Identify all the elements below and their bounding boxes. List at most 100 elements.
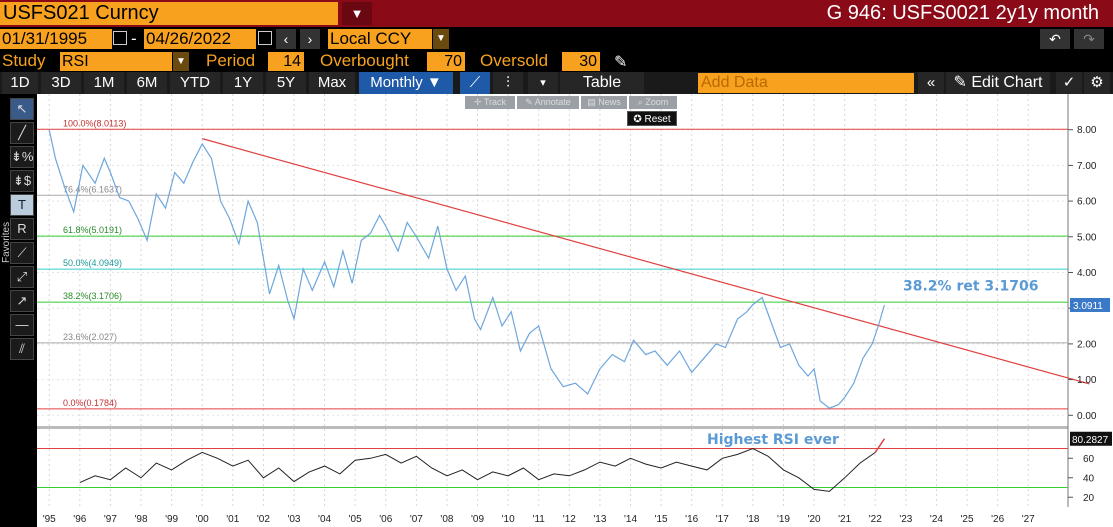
zoom-icon: ⌕ — [637, 97, 646, 107]
x-tick-label: '16 — [685, 514, 698, 525]
line-draw-tool-icon[interactable]: ╱ — [10, 122, 34, 144]
x-tick-label: '01 — [226, 514, 239, 525]
retracement-annotation: 38.2% ret 3.1706 — [903, 278, 1038, 294]
ray-tool-icon[interactable]: ↗ — [10, 290, 34, 312]
x-tick-label: '27 — [1022, 514, 1035, 525]
x-tick-label: '03 — [287, 514, 300, 525]
y-tick-label: 8.00 — [1077, 125, 1097, 136]
period-button-1d[interactable]: 1D — [2, 72, 38, 94]
period-button-max[interactable]: Max — [309, 72, 355, 94]
x-tick-label: '15 — [655, 514, 668, 525]
chart-area[interactable]: 100.0%(8.0113) 76.4%(6.1637) 61.8%(5.0191)… — [37, 94, 1113, 527]
favorites-tab[interactable]: Favorites — [1, 221, 12, 263]
x-tick-label: '23 — [899, 514, 912, 525]
period-button-ytd[interactable]: YTD — [170, 72, 220, 94]
channel-tool-icon[interactable]: ⫽ — [10, 338, 34, 360]
x-tick-label: '08 — [440, 514, 453, 525]
date-separator: - — [131, 29, 137, 48]
x-tick-label: '97 — [104, 514, 117, 525]
start-date-field[interactable]: 01/31/1995 — [0, 29, 112, 49]
drawing-tools-sidebar: ↖ ╱ ⇟% ⇟$ T R ⟋ ⤢ ↗ — ⫽ Favorites — [0, 94, 38, 527]
y-tick-label: 6.00 — [1077, 197, 1097, 208]
oversold-field[interactable]: 30 — [562, 52, 600, 71]
undo-button[interactable]: ↶ — [1040, 29, 1070, 49]
y-tick-label: 1.00 — [1077, 375, 1097, 386]
period-button-3d[interactable]: 3D — [41, 72, 81, 94]
currency-select[interactable]: Local CCY — [328, 29, 432, 49]
collapse-icon[interactable]: « — [918, 72, 944, 94]
trendline-tool-icon[interactable]: ⟋ — [10, 242, 34, 264]
oversold-label: Oversold — [480, 51, 549, 70]
price-series-line — [48, 129, 885, 409]
y-tick-label: 7.00 — [1077, 161, 1097, 172]
rsi-last-value-badge — [1070, 431, 1112, 446]
retracement-tool-icon[interactable]: R — [10, 218, 34, 240]
y-tick-label: 4.00 — [1077, 268, 1097, 279]
x-tick-label: '00 — [196, 514, 209, 525]
x-tick-label: '10 — [502, 514, 515, 525]
calendar-icon[interactable] — [113, 31, 127, 45]
period-button-1y[interactable]: 1Y — [223, 72, 263, 94]
period-field[interactable]: 14 — [268, 52, 304, 71]
cursor-tool-icon[interactable]: ↖ — [10, 98, 34, 120]
dollar-tool-icon[interactable]: ⇟$ — [10, 170, 34, 192]
rsi-annotation: Highest RSI ever — [707, 432, 839, 448]
text-tool-icon[interactable]: T — [10, 194, 34, 216]
y-tick-label: 20 — [1083, 493, 1095, 504]
rsi-overbought-segment — [874, 438, 885, 453]
bar-chart-icon[interactable]: ⫶ — [493, 72, 523, 94]
zoom-button[interactable]: ⌕ Zoom — [629, 96, 677, 109]
function-title: G 946: USFS0021 2y1y month — [826, 2, 1099, 24]
rsi-series-line — [79, 438, 885, 492]
x-tick-label: '02 — [257, 514, 270, 525]
reset-label: Reset — [644, 114, 671, 125]
overbought-field[interactable]: 70 — [427, 52, 465, 71]
currency-dropdown-button[interactable]: ▼ — [433, 29, 449, 49]
trend-line — [202, 138, 1090, 385]
pencil-icon: ✎ — [953, 74, 972, 91]
x-tick-label: '13 — [593, 514, 606, 525]
period-toolbar: 1D 3D 1M 6M YTD 1Y 5Y Max Monthly ▼ ⟋ ⫶ … — [0, 72, 1113, 94]
redo-button[interactable]: ↷ — [1074, 29, 1104, 49]
chart-type-dropdown-icon[interactable]: ▾ — [528, 72, 558, 94]
fib-level-label: 100.0%(8.0113) — [63, 118, 126, 128]
next-arrow-button[interactable]: › — [300, 29, 320, 49]
percent-tool-icon[interactable]: ⇟% — [10, 146, 34, 168]
reset-button[interactable]: ✪ Reset — [627, 111, 677, 126]
period-button-6m[interactable]: 6M — [127, 72, 167, 94]
study-bar: Study RSI ▼ Period 14 Overbought 70 Over… — [0, 51, 1113, 72]
pencil-icon[interactable]: ✎ — [614, 54, 628, 71]
frequency-select[interactable]: Monthly ▼ — [359, 72, 453, 94]
study-select[interactable]: RSI — [60, 52, 172, 71]
x-tick-label: '20 — [808, 514, 821, 525]
zoom-label: Zoom — [645, 97, 669, 107]
x-tick-label: '07 — [410, 514, 423, 525]
table-button[interactable]: Table — [560, 72, 644, 94]
period-button-5y[interactable]: 5Y — [266, 72, 306, 94]
end-date-field[interactable]: 04/26/2022 — [144, 29, 256, 49]
gear-icon[interactable]: ⚙ — [1084, 72, 1110, 94]
period-button-1m[interactable]: 1M — [84, 72, 124, 94]
y-tick-label: 40 — [1083, 473, 1095, 484]
edit-chart-button[interactable]: ✎ Edit Chart — [946, 72, 1050, 94]
x-tick-label: '14 — [624, 514, 637, 525]
track-button[interactable]: ✛ Track — [465, 96, 515, 109]
calendar-icon[interactable] — [258, 31, 272, 45]
segment-tool-icon[interactable]: ⤢ — [10, 266, 34, 288]
annotate-button[interactable]: ✎ Annotate — [517, 96, 579, 109]
ticker-field[interactable]: USFS021 Curncy — [0, 2, 338, 25]
news-button[interactable]: ▤ News — [581, 96, 627, 109]
chart-settings-icon[interactable]: ✓ — [1056, 72, 1082, 94]
ticker-dropdown-button[interactable]: ▼ — [342, 2, 372, 25]
period-label: Period — [206, 51, 256, 70]
last-value-badge — [1070, 297, 1110, 312]
prev-arrow-button[interactable]: ‹ — [276, 29, 296, 49]
y-tick-label: 5.00 — [1077, 232, 1097, 243]
horizontal-line-tool-icon[interactable]: — — [10, 314, 34, 336]
x-tick-label: '06 — [379, 514, 392, 525]
x-tick-label: '09 — [471, 514, 484, 525]
line-chart-icon[interactable]: ⟋ — [460, 72, 490, 94]
annotate-label: Annotate — [534, 97, 571, 107]
study-dropdown-button[interactable]: ▼ — [173, 52, 189, 71]
add-data-input[interactable]: Add Data — [698, 73, 914, 93]
